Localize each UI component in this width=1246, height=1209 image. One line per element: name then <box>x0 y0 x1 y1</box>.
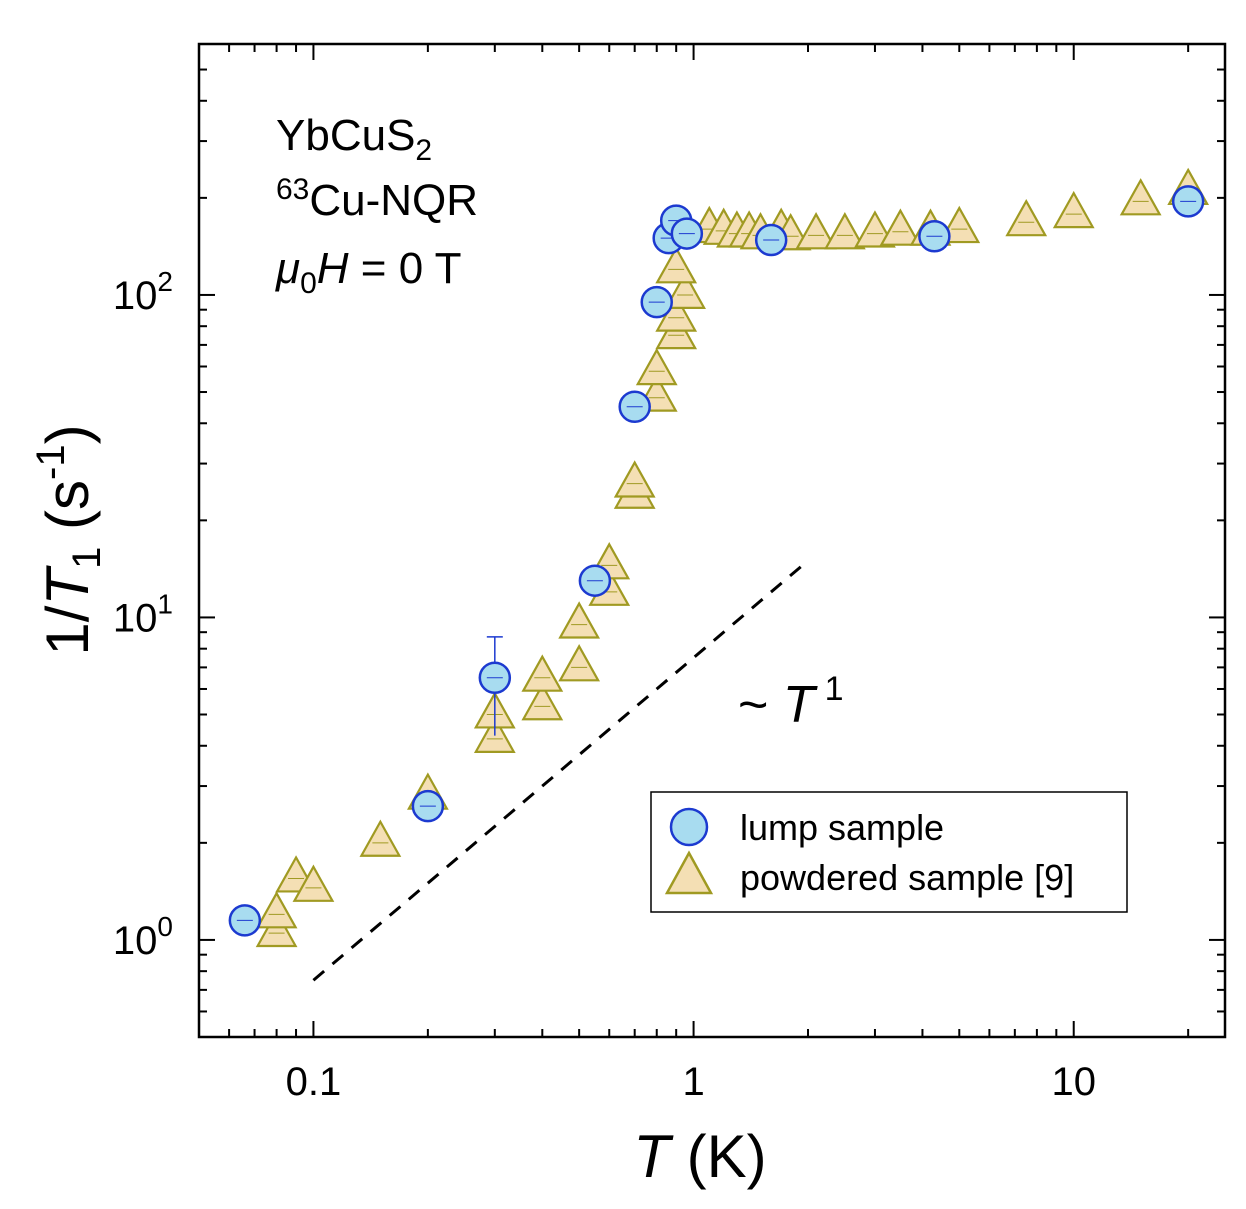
marks-layer <box>228 167 1210 948</box>
annotation-compound: YbCuS2 <box>276 111 432 167</box>
x-tick-label: 1 <box>682 1060 704 1104</box>
y-axis-label: 1/T1 (s-1) <box>29 424 109 655</box>
powdered-point <box>879 208 922 246</box>
y-tick-label: 101 <box>113 588 173 640</box>
powdered-point <box>1119 178 1162 216</box>
powdered-point <box>255 909 298 948</box>
powdered-point <box>613 460 656 498</box>
powdered-point <box>521 683 564 721</box>
legend-label-lump: lump sample <box>740 807 944 848</box>
plot-frame <box>197 42 1227 1039</box>
annotation-field: μ0H = 0 T <box>275 244 462 300</box>
powdered-point <box>558 601 601 639</box>
legend-box <box>650 791 1128 913</box>
powdered-point <box>664 271 706 309</box>
x-axis-label: T (K) <box>633 1123 766 1190</box>
legend-label-powdered: powdered sample [9] <box>740 857 1074 898</box>
legend: lump sample powdered sample [9] <box>650 791 1128 913</box>
y-tick-label: 102 <box>113 266 173 318</box>
powdered-point <box>1005 198 1048 237</box>
powdered-point <box>292 864 335 902</box>
powdered-point <box>655 246 698 284</box>
legend-marker-powdered <box>664 850 714 895</box>
legend-marker-lump <box>669 807 709 847</box>
y-tick-label: 100 <box>113 911 173 963</box>
tick-layer: 0.1 1 10 100 101 102 <box>113 43 1225 1104</box>
powdered-point <box>823 212 866 250</box>
powdered-point <box>1052 190 1095 229</box>
powdered-point <box>521 654 564 692</box>
powdered-point <box>255 891 298 929</box>
guide-layer <box>312 559 809 982</box>
powdered-point <box>558 644 601 682</box>
guide-line-dashed <box>312 559 809 982</box>
x-tick-label: 10 <box>1051 1060 1096 1104</box>
powdered-point <box>795 212 837 250</box>
powdered-point <box>359 819 402 857</box>
x-tick-label: 0.1 <box>286 1060 342 1104</box>
powdered-point <box>635 347 678 386</box>
annotation-nucleus: 63Cu-NQR <box>276 173 478 225</box>
